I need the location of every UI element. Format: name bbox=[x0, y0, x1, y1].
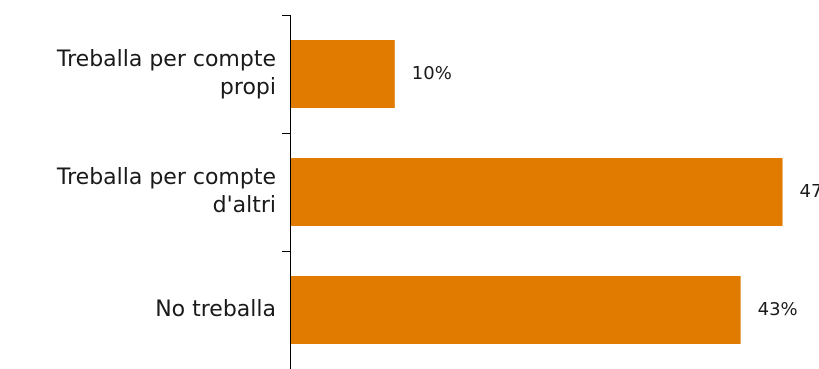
category-label: No treballa bbox=[155, 297, 276, 322]
data-label: 10% bbox=[412, 63, 452, 84]
category-label: Treballa per compte bbox=[56, 165, 276, 190]
labels: 10% Treballa per compte propi 47% Treballa p… bbox=[56, 47, 819, 322]
category-label: propi bbox=[220, 75, 276, 100]
data-label: 47% bbox=[800, 181, 819, 202]
axis bbox=[282, 15, 291, 369]
data-label: 43% bbox=[758, 299, 798, 320]
bar bbox=[291, 158, 783, 226]
bar bbox=[291, 276, 741, 344]
category-label: Treballa per compte bbox=[56, 47, 276, 72]
bar bbox=[291, 40, 395, 108]
bars bbox=[291, 40, 783, 344]
category-label: d'altri bbox=[213, 193, 276, 218]
